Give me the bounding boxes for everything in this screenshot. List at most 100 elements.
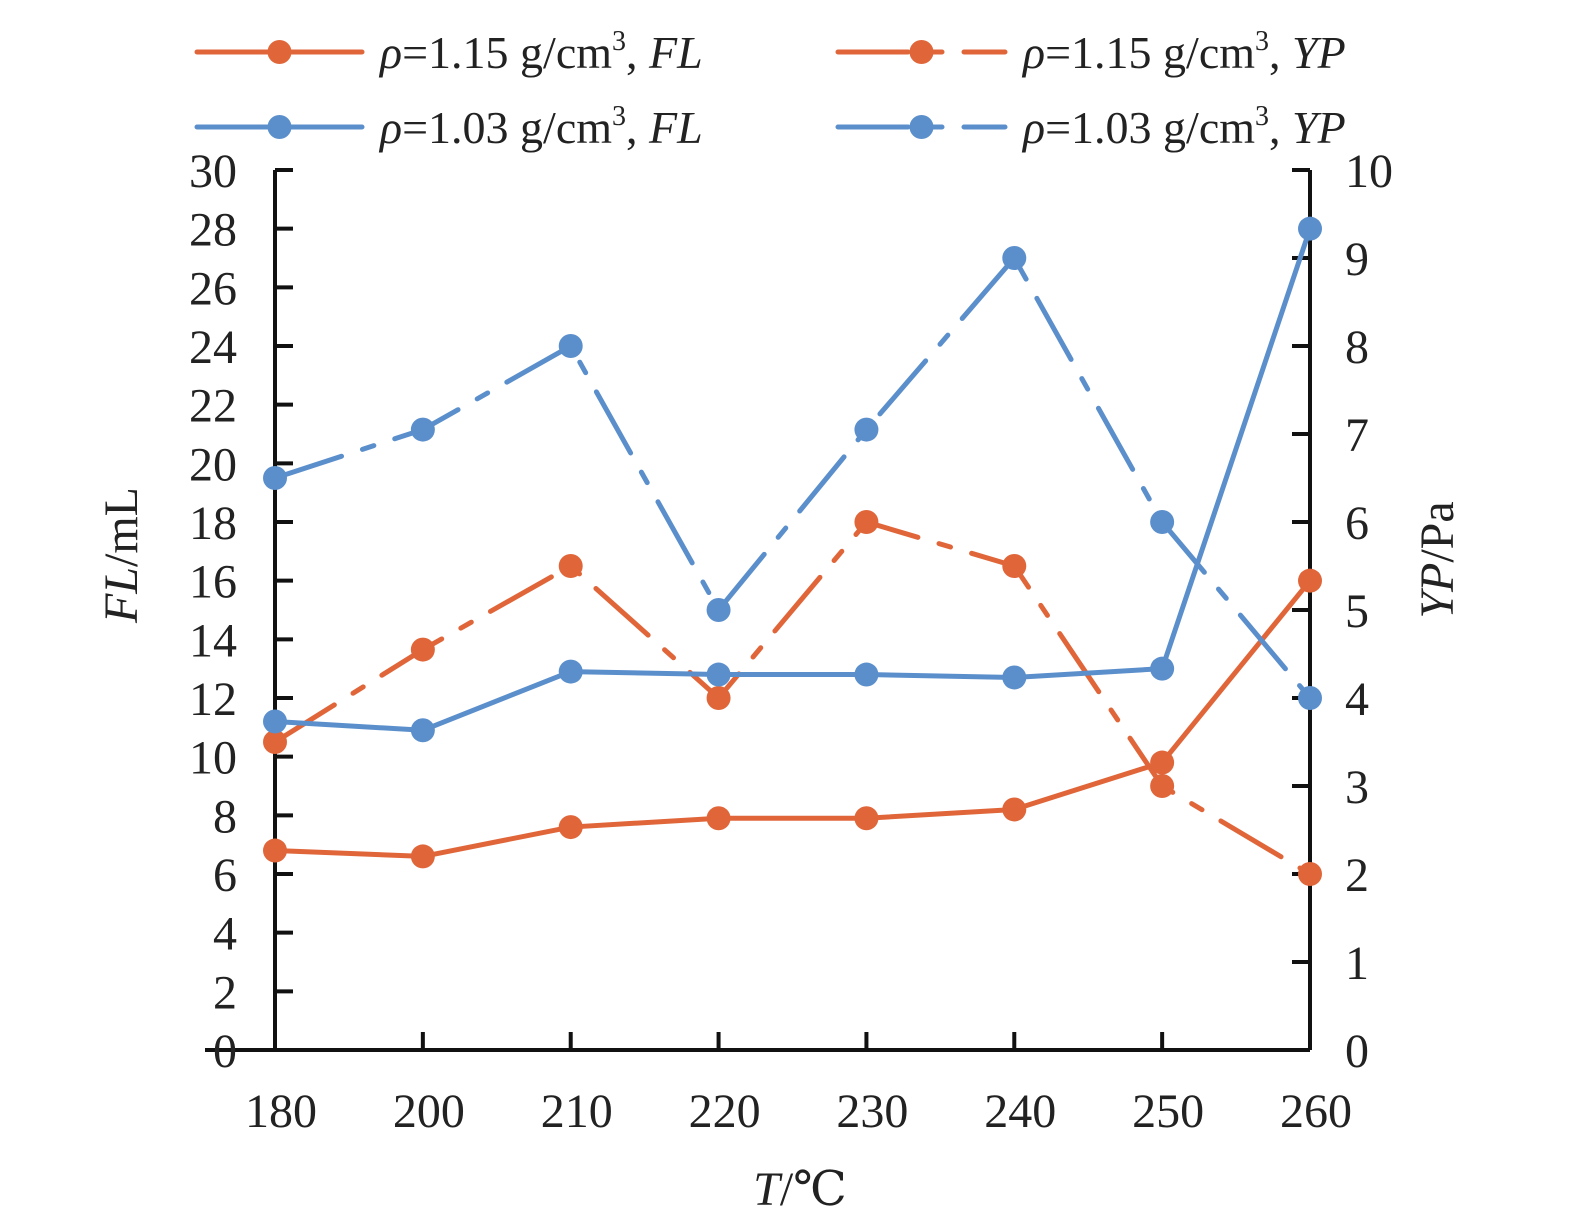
x-tick-label: 220 (689, 1085, 761, 1138)
legend-sep: , (1269, 102, 1292, 153)
data-point (1150, 510, 1175, 534)
x-axis-unit: /℃ (780, 1163, 847, 1216)
right-tick-label: 4 (1345, 673, 1369, 726)
data-point (1298, 568, 1322, 593)
right-tick-label: 6 (1345, 497, 1369, 550)
legend-swatch-marker (267, 40, 292, 64)
legend-sup: 3 (1255, 101, 1269, 132)
legend-prop: FL (648, 27, 703, 78)
data-point (410, 844, 435, 869)
legend-swatch-marker (267, 115, 292, 139)
axes: 0246810121416182022242628300123456789101… (189, 145, 1393, 1138)
data-point (263, 730, 287, 754)
right-tick-label: 8 (1345, 321, 1369, 374)
x-tick-label: 210 (541, 1085, 613, 1138)
data-point (263, 838, 287, 863)
legend-item-3: ρ=1.03 g/cm3, FL (194, 101, 703, 153)
legend-item-2: ρ=1.15 g/cm3, YP (835, 26, 1346, 78)
legend-eq: =1.03 g/cm (1045, 102, 1255, 153)
left-tick-label: 20 (189, 438, 237, 491)
data-point (854, 510, 879, 534)
series-2 (263, 510, 1322, 886)
x-axis-var: T (753, 1163, 783, 1216)
right-tick-label: 1 (1345, 937, 1369, 990)
legend-sup: 3 (612, 26, 626, 57)
data-point (410, 718, 435, 743)
series-1 (263, 568, 1322, 869)
right-tick-label: 9 (1345, 233, 1369, 286)
right-tick-label: 0 (1345, 1025, 1369, 1078)
legend-rho: ρ (378, 102, 402, 153)
legend-item-1: ρ=1.15 g/cm3, FL (194, 26, 703, 78)
right-tick-label: 10 (1345, 145, 1393, 198)
legend-eq: =1.15 g/cm (1045, 27, 1255, 78)
x-tick-label: 240 (984, 1085, 1056, 1138)
legend-sup: 3 (1255, 26, 1269, 57)
data-point (1002, 554, 1027, 578)
legend-label: ρ=1.15 g/cm3, YP (1021, 26, 1346, 78)
series-4 (263, 246, 1322, 710)
legend-rho: ρ (378, 27, 402, 78)
data-point (558, 815, 583, 840)
x-tick-label: 180 (245, 1085, 317, 1138)
legend-swatch-marker (909, 115, 934, 139)
left-axis-title: FL/mL (95, 487, 148, 624)
left-tick-label: 10 (189, 732, 237, 785)
left-tick-label: 12 (189, 673, 237, 726)
x-tick-label: 230 (836, 1085, 908, 1138)
x-tick-label: 200 (393, 1085, 465, 1138)
data-point (1150, 750, 1175, 775)
data-point (854, 806, 879, 831)
legend-swatch-marker (909, 40, 934, 64)
left-tick-label: 8 (213, 790, 237, 843)
legend-prop: YP (1292, 102, 1346, 153)
right-tick-label: 7 (1345, 409, 1369, 462)
legend-prop: YP (1292, 27, 1346, 78)
data-point (558, 659, 583, 684)
right-tick-label: 2 (1345, 849, 1369, 902)
legend-rho: ρ (1021, 27, 1045, 78)
data-point (263, 709, 287, 734)
left-tick-label: 2 (213, 966, 237, 1019)
left-tick-label: 14 (189, 614, 237, 667)
left-tick-label: 24 (189, 321, 237, 374)
data-point (1150, 774, 1175, 798)
series-line (272, 519, 1313, 877)
data-point (1002, 797, 1027, 822)
data-point (558, 334, 583, 358)
data-point (1002, 665, 1027, 690)
legend-eq: =1.03 g/cm (402, 102, 612, 153)
series-line (272, 578, 1313, 859)
left-axis-var: FL (95, 567, 148, 624)
left-tick-label: 30 (189, 145, 237, 198)
data-point (706, 806, 731, 831)
data-point (854, 662, 879, 687)
data-point (854, 417, 879, 442)
x-axis-title: T/℃ (753, 1163, 847, 1216)
legend-prop: FL (648, 102, 703, 153)
left-axis-unit: /mL (95, 487, 148, 567)
data-point (410, 417, 435, 442)
left-tick-label: 4 (213, 908, 237, 961)
data-point (706, 662, 731, 687)
x-tick-label: 260 (1280, 1085, 1352, 1138)
data-point (1002, 246, 1027, 270)
series-3 (263, 216, 1322, 743)
left-tick-label: 22 (189, 380, 237, 433)
series-line (272, 255, 1313, 701)
right-axis-unit: /Pa (1411, 501, 1464, 562)
legend-rho: ρ (1021, 102, 1045, 153)
data-point (1150, 656, 1175, 681)
legend-eq: =1.15 g/cm (402, 27, 612, 78)
left-tick-label: 16 (189, 556, 237, 609)
left-tick-label: 26 (189, 262, 237, 315)
data-point (263, 466, 287, 490)
data-point (1298, 686, 1322, 710)
legend-label: ρ=1.03 g/cm3, FL (378, 101, 703, 153)
legend-item-4: ρ=1.03 g/cm3, YP (835, 101, 1346, 153)
left-tick-label: 28 (189, 204, 237, 257)
data-point (1298, 862, 1322, 886)
right-axis-title: YP/Pa (1411, 501, 1464, 618)
legend-sep: , (626, 27, 649, 78)
